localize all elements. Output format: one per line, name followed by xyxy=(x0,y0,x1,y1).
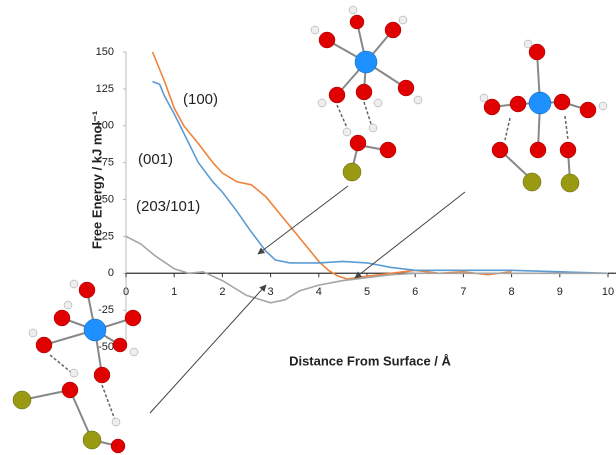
y-tick-label: 100 xyxy=(96,120,114,132)
y-axis-title: Free Energy / kJ mol⁻¹ xyxy=(89,111,104,249)
y-tick-label: 50 xyxy=(102,193,114,205)
y-tick-label: 75 xyxy=(102,157,114,169)
series-label: (100) xyxy=(183,91,218,108)
molecule-illustration xyxy=(310,5,423,182)
x-tick-label: 5 xyxy=(364,286,370,298)
plot-area: -50 -25 0 25 50 75 100 125 150 0 1 2 3 4 5 6 7 8 9 10 (100) (… xyxy=(96,46,616,353)
x-tick-label: 2 xyxy=(219,286,225,298)
y-tick-label: -25 xyxy=(98,304,114,316)
x-tick-label: 4 xyxy=(316,286,322,298)
series-line xyxy=(125,235,608,304)
x-tick-label: 9 xyxy=(557,286,563,298)
x-tick-label: 3 xyxy=(268,286,274,298)
x-tick-label: 10 xyxy=(602,286,614,298)
y-tick-label: 125 xyxy=(96,83,114,95)
arrows xyxy=(149,185,466,414)
y-tick-label: 0 xyxy=(108,267,114,279)
series-label: (001) xyxy=(138,151,173,168)
y-tick-label: -50 xyxy=(98,341,114,353)
molecule-illustration xyxy=(479,39,608,193)
x-tick-label: 1 xyxy=(171,286,177,298)
series-label: (203/101) xyxy=(136,198,200,215)
y-tick-label: 25 xyxy=(102,230,114,242)
y-tick-label: 150 xyxy=(96,46,114,58)
series-line xyxy=(151,51,512,280)
molecule-illustration xyxy=(12,279,142,454)
x-tick-label: 8 xyxy=(509,286,515,298)
x-tick-label: 0 xyxy=(123,286,129,298)
series-line xyxy=(152,80,609,275)
x-tick-label: 6 xyxy=(412,286,418,298)
x-axis-title: Distance From Surface / Å xyxy=(289,353,451,368)
x-tick-label: 7 xyxy=(460,286,466,298)
